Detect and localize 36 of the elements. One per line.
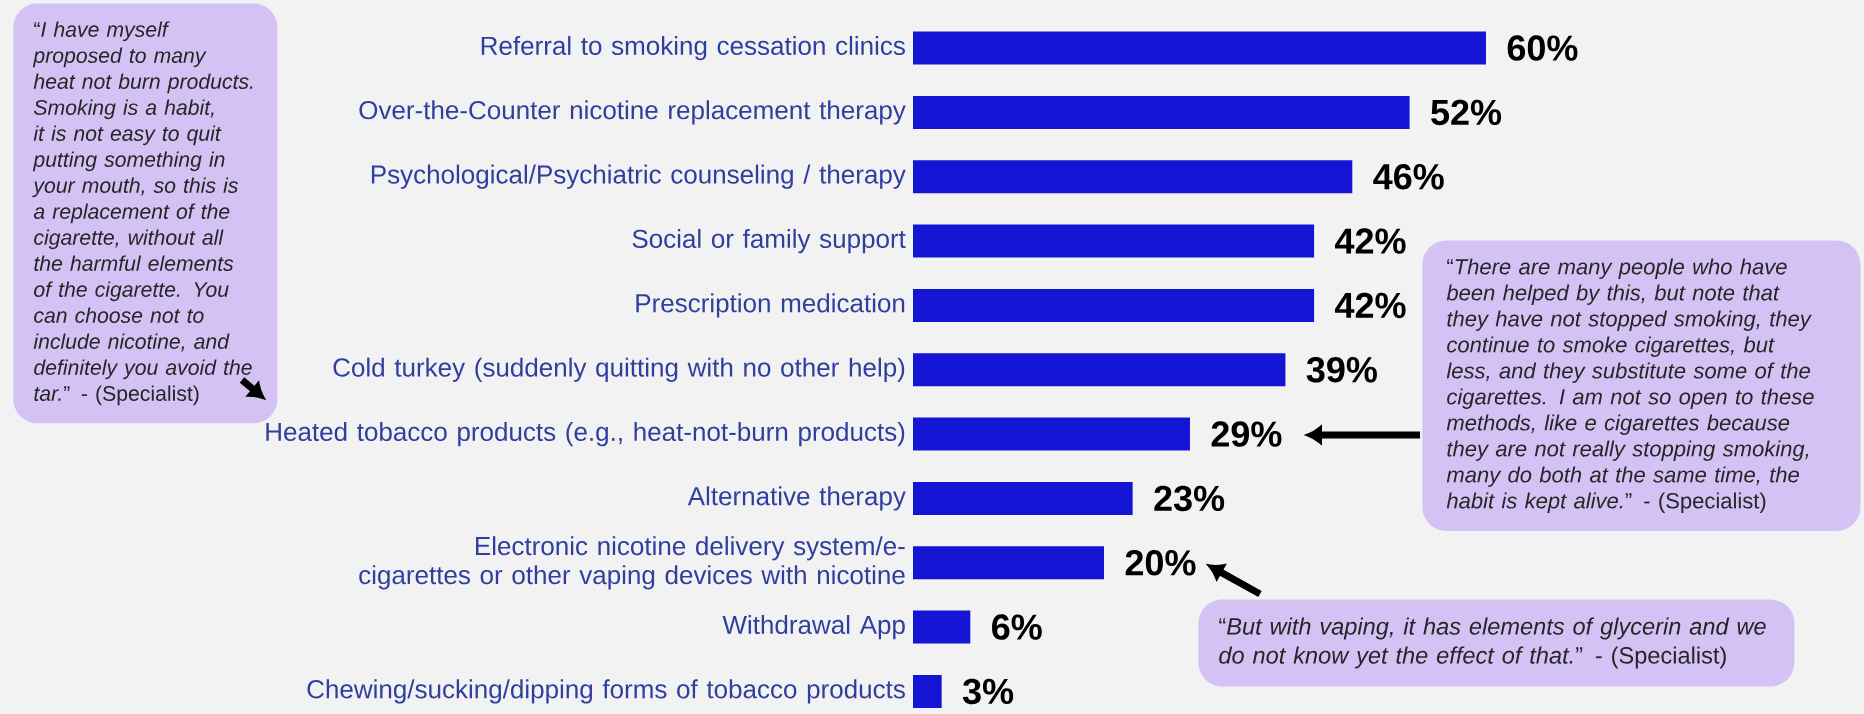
- y-tick-label: Psychological/Psychiatric counseling / therapy: [371, 164, 906, 189]
- bar: [913, 546, 1104, 580]
- annotation: “But with vaping, it has elements of glycerin and we do not know yet the effect of that.” - (Specialist): [1219, 617, 1766, 669]
- bar: [913, 95, 1410, 129]
- text: “There are many people who have been helped by this, but note that they have not stopped smoking, they continue to smoke cigarettes, but less, and they substitute some of the cigarettes. I am not so open to these methods, like e cigarettes because they are not really stopping smoking, many do both at the same time, the habit is kept alive.” - (Specialist): [1446, 258, 1814, 513]
- data-label: 29%: [1211, 421, 1282, 447]
- y-tick-label: Chewing/sucking/dipping forms of tobacco products: [307, 679, 905, 704]
- y-tick-label: Withdrawal App: [722, 614, 905, 640]
- data-label: 46%: [1373, 163, 1444, 190]
- data-label: 39%: [1306, 356, 1377, 383]
- data-label: 20%: [1125, 550, 1196, 576]
- y-tick-label: Over-the-Counter nicotine replacement therapy: [359, 100, 906, 125]
- text: “I have myself proposed to many heat not burn products. Smoking is a habit, it is not easy to quit putting something in your mouth, so this is a replacement of the cigarette, without all the harmful elements of the cigarette. You can choose not to include nicotine, and definitely you avoid the tar.” - (Specialist): [32, 21, 253, 406]
- data-label: 42%: [1335, 228, 1406, 254]
- bar: [913, 417, 1190, 451]
- y-tick-label: Heated tobacco products (e.g., heat-not-burn products): [266, 421, 905, 447]
- data-label: 23%: [1154, 485, 1225, 512]
- y-tick-label: Referral to smoking cessation clinics: [481, 35, 905, 61]
- data-label: 60%: [1507, 35, 1578, 61]
- bar: [913, 481, 1133, 515]
- data-label: 6%: [992, 614, 1042, 640]
- y-tick-label: Social or family support: [632, 228, 906, 254]
- bar: [913, 674, 942, 708]
- bar: [913, 353, 1286, 387]
- data-label: 3%: [962, 678, 1014, 705]
- y-tick-label: Alternative therapy: [687, 486, 906, 511]
- y-tick-label: Electronic nicotine delivery system/e-cigarettes or other vaping devices with nicotine: [359, 536, 905, 590]
- bar: [913, 610, 971, 644]
- y-tick-label: Cold turkey (suddenly quitting with no other help): [333, 357, 905, 382]
- bar: [913, 160, 1353, 194]
- data-label: 52%: [1431, 99, 1502, 126]
- bar: [913, 224, 1315, 258]
- bar: [913, 288, 1315, 322]
- bar: [913, 31, 1486, 65]
- data-label: 42%: [1335, 292, 1406, 319]
- y-tick-label: Prescription medication: [636, 293, 905, 318]
